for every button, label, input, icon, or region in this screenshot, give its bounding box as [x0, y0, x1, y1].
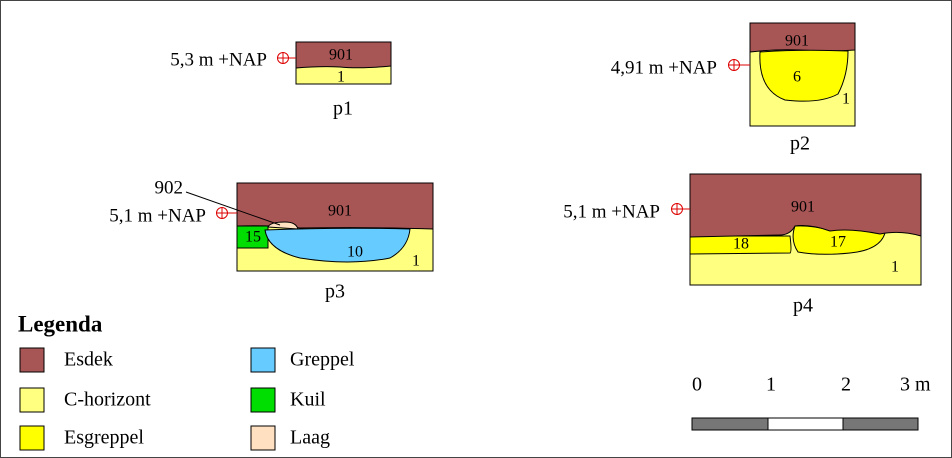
- profile-label: p3: [325, 281, 345, 303]
- layer-label: 15: [245, 229, 261, 246]
- legend-swatch: [250, 347, 276, 373]
- scale-segment: [691, 417, 769, 431]
- layer-label: 1: [337, 69, 345, 86]
- nap-label: 5,3 m +NAP: [170, 49, 267, 70]
- greppel: [264, 227, 411, 263]
- profile-p4: 901 18 17 1 5,1 m +NAP p4: [563, 173, 922, 317]
- legend-swatch: [19, 387, 45, 413]
- nap-marker: [216, 207, 237, 219]
- layer-label: 6: [793, 69, 801, 86]
- layer-label: 901: [791, 199, 815, 216]
- layer-label: 18: [733, 236, 749, 253]
- scale-label: 0: [692, 374, 702, 396]
- layer-label: 901: [785, 33, 809, 50]
- profile-p3: 901 15 10 1 902 5,1 m +NAP p3: [109, 177, 434, 303]
- legend-label: Greppel: [290, 349, 355, 371]
- layer-label: 17: [830, 234, 846, 251]
- layer-label: 1: [891, 259, 899, 276]
- legend-label: C-horizont: [64, 389, 151, 411]
- nap-marker: [671, 203, 690, 215]
- scale-bar: 0 1 2 3 m: [691, 374, 931, 431]
- scale-label: 3 m: [900, 374, 931, 396]
- scale-label: 1: [766, 374, 776, 396]
- scale-label: 2: [841, 374, 851, 396]
- legend-label: Laag: [290, 427, 330, 449]
- esgreppel: [759, 49, 849, 102]
- profile-p1: 901 1 5,3 m +NAP p1: [170, 41, 392, 120]
- legend: Legenda Esdek C-horizont Esgreppel Grepp…: [18, 311, 355, 451]
- legend-swatch: [250, 387, 276, 413]
- nap-label: 5,1 m +NAP: [563, 201, 660, 222]
- nap-marker: [277, 52, 296, 64]
- esdek: [295, 41, 392, 69]
- profile-p2: 901 6 1 4,91 m +NAP p2: [611, 22, 856, 155]
- profile-label: p2: [790, 133, 810, 155]
- layer-label: 901: [329, 47, 353, 64]
- legend-title: Legenda: [18, 311, 103, 336]
- profile-label: p4: [793, 295, 813, 317]
- esdek: [689, 173, 922, 238]
- nap-label: 4,91 m +NAP: [611, 57, 717, 78]
- legend-label: Kuil: [290, 389, 326, 411]
- legend-label: Esgreppel: [64, 427, 144, 449]
- annotation: 902: [155, 177, 184, 198]
- nap-marker: [728, 59, 750, 71]
- layer-label: 901: [328, 203, 352, 220]
- scale-segment: [842, 417, 919, 431]
- layer-label: 1: [842, 91, 850, 108]
- legend-label: Esdek: [64, 349, 113, 371]
- layer-label: 10: [347, 244, 363, 261]
- scale-segment: [767, 417, 844, 431]
- layer-label: 1: [412, 253, 420, 270]
- legend-swatch: [19, 347, 45, 373]
- legend-swatch: [250, 425, 276, 451]
- legend-swatch: [19, 425, 45, 451]
- nap-label: 5,1 m +NAP: [109, 205, 206, 226]
- leader-line: [185, 191, 281, 226]
- profile-label: p1: [333, 98, 353, 120]
